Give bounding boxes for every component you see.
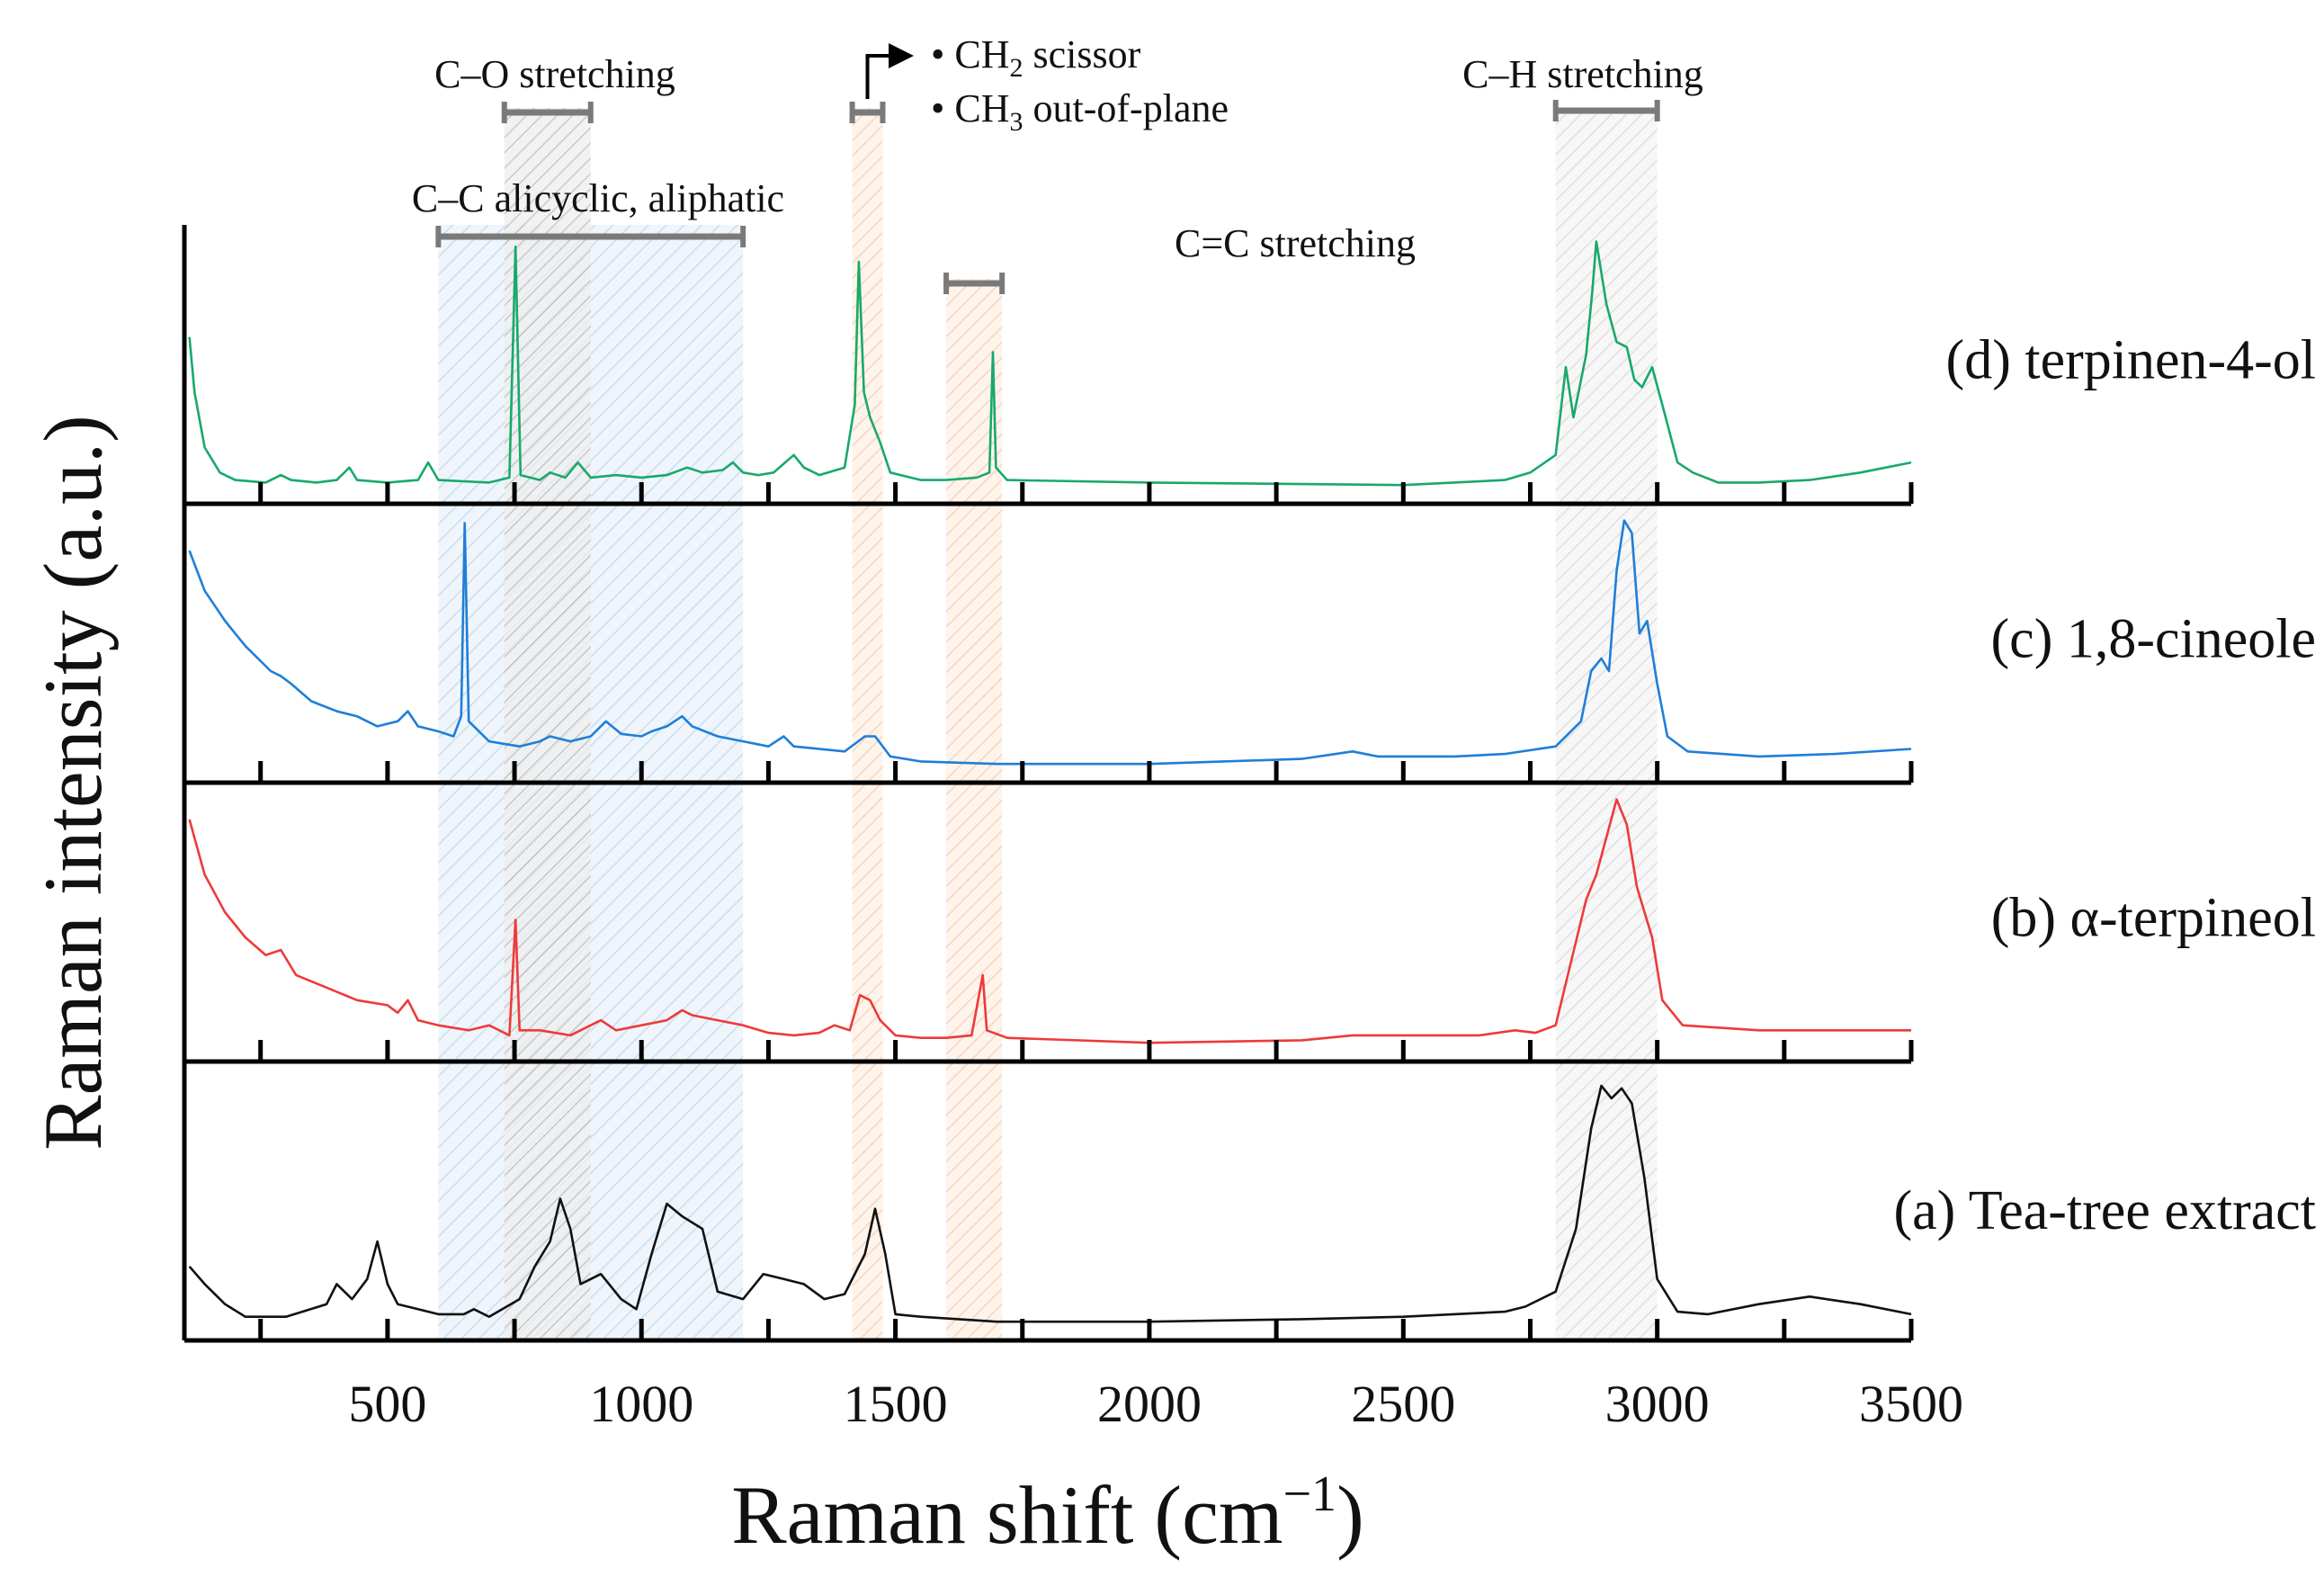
trace-label-b: (b) α-terpineol: [1991, 888, 2316, 949]
arrow-head-icon: [889, 43, 914, 68]
bullet-suffix: out-of-plane: [1023, 86, 1229, 130]
bullet-prefix: • CH: [931, 32, 1010, 76]
region-4: [946, 279, 1003, 1340]
arrow-line: [865, 54, 889, 99]
bullet-subscript: 2: [1010, 53, 1023, 83]
x-axis-title-close: ): [1336, 1469, 1364, 1561]
x-tick-label: 1500: [844, 1375, 948, 1433]
band-label-4: C–H stretching: [1462, 52, 1703, 96]
region-5: [1555, 108, 1658, 1340]
bullet-subscript: 3: [1010, 107, 1023, 137]
trace-a: [188, 1084, 1912, 1323]
x-axis-title: Raman shift (cm−1): [731, 1466, 1363, 1561]
trace-c: [188, 519, 1912, 766]
band-label-3: C=C stretching: [1175, 221, 1416, 265]
x-tick-label: 1000: [589, 1375, 693, 1433]
bullet-suffix: scissor: [1023, 32, 1141, 76]
x-tick-label: 3500: [1859, 1375, 1963, 1433]
bracket-3: [943, 273, 1006, 294]
region-shading: [438, 108, 1658, 1340]
band-annotations: (d) terpinen-4-ol (c) 1,8-cineole (b) α-te…: [412, 32, 2316, 1241]
x-axis-title-main: Raman shift (cm: [731, 1469, 1283, 1561]
axes: [182, 225, 1911, 1343]
x-tick-label: 2000: [1097, 1375, 1202, 1433]
trace-label-a: (a) Tea-tree extract: [1894, 1180, 2316, 1241]
spectra-traces: [188, 240, 1912, 1323]
x-axis-title-superscript: −1: [1283, 1466, 1336, 1522]
region-2: [504, 108, 591, 1340]
trace-b: [188, 798, 1911, 1044]
trace-label-c: (c) 1,8-cineole: [1991, 609, 2316, 670]
band-label-1: C–O stretching: [434, 52, 675, 96]
trace-label-d: (d) terpinen-4-ol: [1946, 330, 2316, 391]
bracket-4: [1552, 100, 1660, 121]
bracket-1: [501, 102, 594, 123]
x-tick-label: 3000: [1605, 1375, 1710, 1433]
band-label-2: C–C alicyclic, aliphatic: [412, 176, 784, 220]
x-tick-label: 500: [348, 1375, 426, 1433]
bracket-5: [849, 102, 886, 123]
trace-d: [188, 240, 1912, 487]
bullet-label-1: • CH2 scissor: [931, 32, 1141, 83]
bullet-label-2: • CH3 out-of-plane: [931, 86, 1229, 137]
x-ticks: 500 1000 1500 2000 2500 3000 3500: [258, 482, 1963, 1433]
x-tick-label: 2500: [1351, 1375, 1455, 1433]
bracket-2: [435, 226, 746, 247]
bullet-prefix: • CH: [931, 86, 1010, 130]
y-axis-title: Raman intensity (a.u.): [27, 415, 119, 1151]
